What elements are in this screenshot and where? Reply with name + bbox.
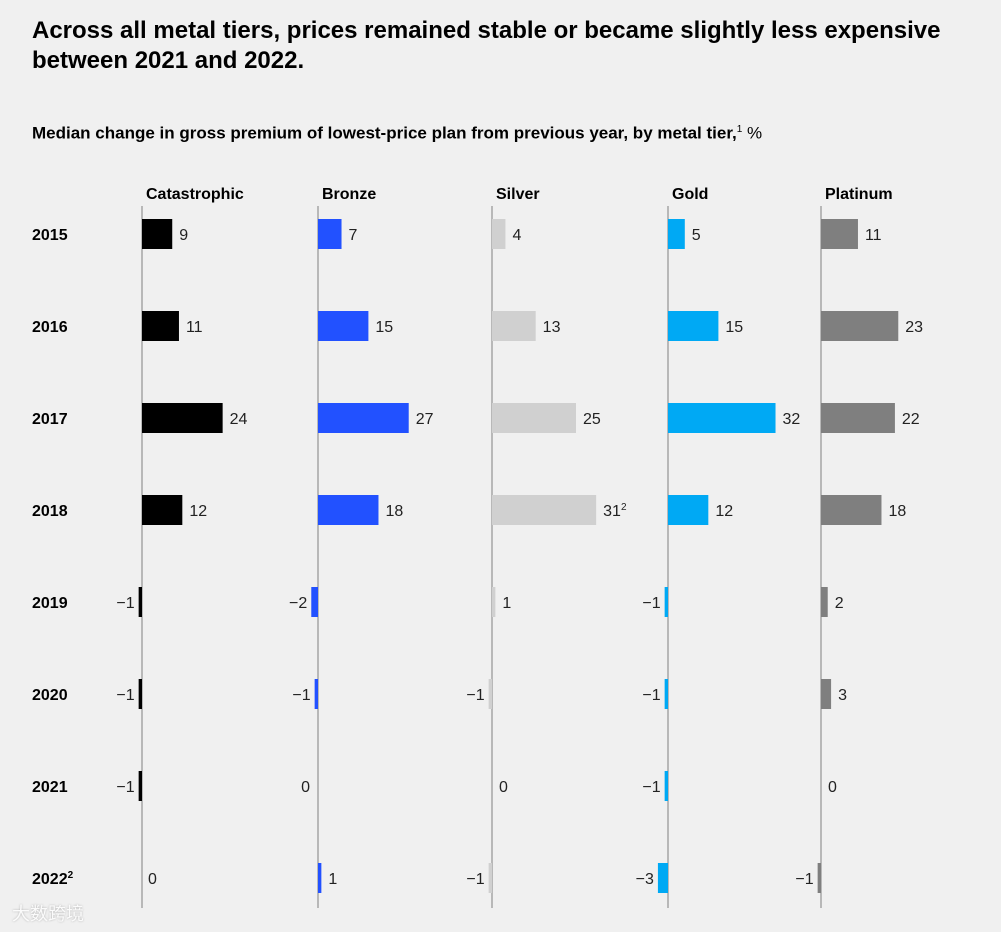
bar-catastrophic-2017	[142, 403, 223, 433]
bar-silver-2015	[492, 219, 506, 249]
value-label-bronze-2018: 18	[385, 503, 403, 520]
bar-bronze-2019	[311, 587, 318, 617]
bar-platinum-2016	[821, 311, 899, 341]
value-label-gold-2018: 12	[715, 503, 733, 520]
year-label-2021: 2021	[32, 779, 68, 796]
value-label-platinum-2015: 11	[865, 227, 882, 244]
bar-bronze-2015	[318, 219, 342, 249]
value-label-catastrophic-2015: 9	[179, 227, 188, 244]
value-label-platinum-2020: 3	[838, 687, 847, 704]
value-label-bronze-2017: 27	[416, 411, 434, 428]
value-label-silver-2021: 0	[499, 779, 508, 796]
year-label-2022: 20222	[32, 870, 74, 888]
bar-catastrophic-2019	[138, 587, 142, 617]
value-label-platinum-2022: −1	[795, 871, 813, 888]
bar-gold-2015	[668, 219, 685, 249]
value-label-catastrophic-2021: −1	[116, 779, 134, 796]
bar-catastrophic-2018	[142, 495, 183, 525]
year-label-2016: 2016	[32, 319, 68, 336]
bar-platinum-2019	[821, 587, 828, 617]
value-label-catastrophic-2020: −1	[116, 687, 134, 704]
value-label-gold-2017: 32	[783, 411, 801, 428]
year-label-2018: 2018	[32, 503, 68, 520]
value-label-platinum-2021: 0	[828, 779, 837, 796]
year-label-2017: 2017	[32, 411, 68, 428]
subtitle-text: Median change in gross premium of lowest…	[32, 123, 737, 143]
bar-platinum-2020	[821, 679, 832, 709]
bar-bronze-2016	[318, 311, 369, 341]
bar-bronze-2017	[318, 403, 409, 433]
bar-catastrophic-2020	[138, 679, 142, 709]
tier-label-gold: Gold	[672, 186, 708, 203]
bar-platinum-2018	[821, 495, 882, 525]
bar-gold-2021	[664, 771, 668, 801]
bar-silver-2020	[488, 679, 492, 709]
tier-label-bronze: Bronze	[322, 186, 376, 203]
value-label-silver-2017: 25	[583, 411, 601, 428]
value-label-bronze-2016: 15	[375, 319, 393, 336]
value-label-gold-2020: −1	[642, 687, 660, 704]
year-label-footnote: 2	[68, 870, 74, 881]
value-label-gold-2021: −1	[642, 779, 660, 796]
value-label-gold-2019: −1	[642, 595, 660, 612]
tier-label-platinum: Platinum	[825, 186, 893, 203]
value-label-silver-2020: −1	[466, 687, 484, 704]
bar-silver-2016	[492, 311, 536, 341]
value-label-gold-2015: 5	[692, 227, 701, 244]
value-label-catastrophic-2016: 11	[186, 319, 203, 336]
value-label-catastrophic-2022: 0	[148, 871, 157, 888]
bar-gold-2018	[668, 495, 709, 525]
value-label-catastrophic-2017: 24	[230, 411, 248, 428]
value-label-platinum-2017: 22	[902, 411, 920, 428]
tier-label-catastrophic: Catastrophic	[146, 186, 244, 203]
value-label-silver-2018: 312	[603, 502, 627, 520]
bar-silver-2017	[492, 403, 576, 433]
value-label-bronze-2015: 7	[349, 227, 358, 244]
bar-platinum-2015	[821, 219, 858, 249]
chart-subtitle: Median change in gross premium of lowest…	[32, 118, 982, 146]
year-label-2015: 2015	[32, 227, 68, 244]
value-label-catastrophic-2019: −1	[116, 595, 134, 612]
value-label-catastrophic-2018: 12	[189, 503, 207, 520]
bar-platinum-2017	[821, 403, 895, 433]
value-label-footnote: 2	[621, 502, 627, 513]
value-label-platinum-2019: 2	[835, 595, 844, 612]
subtitle-footnote: 1	[736, 124, 743, 135]
bar-gold-2022	[657, 863, 668, 893]
bar-catastrophic-2015	[142, 219, 173, 249]
bar-gold-2020	[664, 679, 668, 709]
bar-silver-2022	[488, 863, 492, 893]
bar-bronze-2018	[318, 495, 379, 525]
value-label-bronze-2022: 1	[328, 871, 337, 888]
bar-gold-2019	[664, 587, 668, 617]
bar-platinum-2022	[817, 863, 821, 893]
value-label-gold-2016: 15	[725, 319, 743, 336]
value-label-silver-2016: 13	[543, 319, 561, 336]
value-label-bronze-2021: 0	[301, 779, 310, 796]
subtitle-unit: %	[747, 123, 763, 143]
value-label-silver-2015: 4	[512, 227, 521, 244]
watermark-logo: 大数跨境	[12, 904, 84, 924]
value-label-bronze-2019: −2	[289, 595, 307, 612]
bar-silver-2019	[492, 587, 496, 617]
value-label-bronze-2020: −1	[292, 687, 310, 704]
bar-catastrophic-2016	[142, 311, 179, 341]
bar-gold-2017	[668, 403, 776, 433]
bar-gold-2016	[668, 311, 719, 341]
value-label-silver-2019: 1	[502, 595, 511, 612]
value-label-gold-2022: −3	[636, 871, 654, 888]
year-label-2019: 2019	[32, 595, 68, 612]
value-label-silver-2022: −1	[466, 871, 484, 888]
year-label-2020: 2020	[32, 687, 68, 704]
value-label-platinum-2016: 23	[905, 319, 923, 336]
bar-bronze-2022	[318, 863, 322, 893]
tier-label-silver: Silver	[496, 186, 540, 203]
bar-silver-2018	[492, 495, 597, 525]
bar-bronze-2020	[314, 679, 318, 709]
chart-title: Across all metal tiers, prices remained …	[32, 17, 941, 74]
value-label-platinum-2018: 18	[888, 503, 906, 520]
bar-catastrophic-2021	[138, 771, 142, 801]
